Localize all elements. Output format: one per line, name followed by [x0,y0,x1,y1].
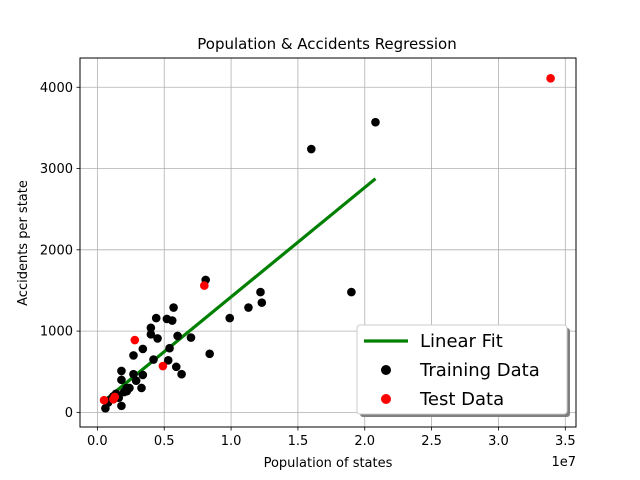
series-layer [99,74,555,413]
training-data-point [171,362,181,372]
training-data-point [163,356,173,365]
training-data-point [169,303,178,312]
linear-fit-line [103,177,377,403]
y-tick-label: 4000 [40,81,73,96]
training-data-point [151,313,161,323]
x-tick-label: 0.0 [87,434,108,449]
training-data-point [149,355,158,364]
training-data-point [138,370,148,380]
training-data-point [225,313,235,323]
x-axis-label: Population of states [264,456,393,471]
test-data-point [158,361,168,371]
legend-marker-training-data [381,365,391,375]
training-data-point [306,144,316,154]
y-tick-label: 1000 [40,325,73,340]
training-data-point [129,369,138,379]
plot-frame [79,57,577,428]
test-data-point [99,395,109,405]
training-data-point [167,316,177,325]
x-tick-label: 1.0 [221,434,242,449]
training-data-point [129,351,138,360]
training-data-point [173,331,182,341]
legend-label-test-data: Test Data [419,389,504,410]
training-data-point [146,330,156,339]
training-data-point [137,383,146,393]
test-data-point [130,335,140,345]
legend-label-training-data: Training Data [419,360,540,381]
x-tick-label: 3.5 [555,434,576,449]
x-axis: 0.0 0.5 1.0 1.5 2.0 2.5 3.0 3.5 [87,427,576,449]
x-tick-label: 1.5 [288,434,309,449]
training-data-point [153,334,162,343]
y-tick-label: 2000 [40,243,73,258]
chart-title: Population & Accidents Regression [197,35,456,53]
training-data-point [244,303,253,312]
y-axis-label: Accidents per state [16,180,31,306]
x-tick-label: 0.5 [154,434,175,449]
training-data-point [138,344,148,354]
x-offset-label: 1e7 [551,455,576,470]
training-data-point [131,376,141,385]
training-data-point [371,117,380,127]
training-data-point [146,323,156,333]
legend-marker-test-data [381,394,391,404]
y-tick-label: 3000 [40,162,73,177]
y-tick-label: 0 [65,406,73,421]
training-data-point [186,333,196,342]
training-data-point [117,375,126,385]
test-data-point [546,74,555,83]
legend-box [356,324,568,415]
y-axis: 0 1000 2000 3000 4000 [40,81,80,421]
x-tick-label: 3.0 [488,434,509,449]
training-data-point [347,287,356,297]
training-data-point [122,383,132,393]
training-data-point [165,343,174,353]
x-tick-label: 2.5 [421,434,442,449]
test-data-point [200,281,209,290]
test-data-point [110,392,120,402]
legend-label-linear-fit: Linear Fit [420,331,503,352]
training-data-point [177,369,186,379]
legend: Linear Fit Training Data Test Data [356,324,570,417]
training-data-point [117,366,126,376]
training-data-point [205,349,214,359]
x-tick-label: 2.0 [354,434,375,449]
training-data-point [117,401,126,411]
training-data-point [256,287,265,297]
training-data-point [257,298,267,307]
